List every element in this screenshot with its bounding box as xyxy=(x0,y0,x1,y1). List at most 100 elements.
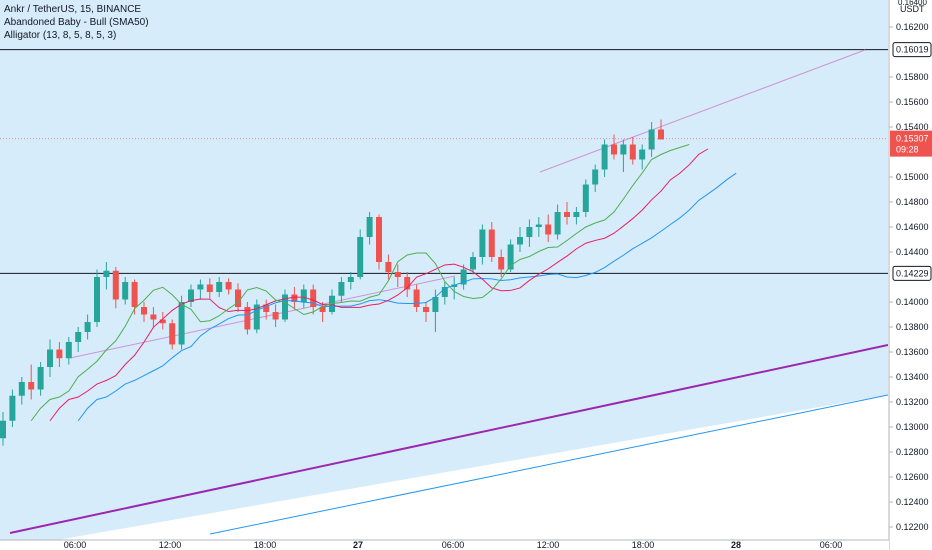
candle-body[interactable] xyxy=(385,262,392,272)
candle-body[interactable] xyxy=(498,257,505,270)
candle-body[interactable] xyxy=(451,284,458,288)
candle-body[interactable] xyxy=(347,277,354,282)
candle-body[interactable] xyxy=(366,217,373,237)
price-tick-label: 0.14400 xyxy=(896,247,929,257)
candle-body[interactable] xyxy=(376,217,382,262)
candle-body[interactable] xyxy=(460,269,467,285)
candle-body[interactable] xyxy=(141,307,147,315)
price-tick-label: 0.12800 xyxy=(896,447,929,457)
candle-body[interactable] xyxy=(263,304,270,313)
trendline-lower[interactable] xyxy=(69,275,456,359)
time-tick-label: 12:00 xyxy=(159,540,182,550)
candle-body[interactable] xyxy=(159,319,166,324)
candle-body[interactable] xyxy=(150,314,157,320)
price-tick-label: 0.12600 xyxy=(896,472,929,482)
candle-body[interactable] xyxy=(65,342,72,359)
candle-body[interactable] xyxy=(310,289,317,308)
hline-upper-label: 0.16019 xyxy=(896,45,929,55)
candle-body[interactable] xyxy=(517,237,523,245)
candle-body[interactable] xyxy=(507,244,514,270)
candle-body[interactable] xyxy=(75,332,82,342)
candle-body[interactable] xyxy=(648,129,655,150)
candle-body[interactable] xyxy=(216,282,223,292)
candle-body[interactable] xyxy=(620,144,627,155)
candle-body[interactable] xyxy=(169,323,176,345)
candle-body[interactable] xyxy=(253,304,260,330)
candle-body[interactable] xyxy=(282,294,288,320)
candle-body[interactable] xyxy=(470,257,476,270)
candle-body[interactable] xyxy=(338,282,345,296)
channel-line-lower[interactable] xyxy=(209,394,888,535)
candle-body[interactable] xyxy=(47,349,53,368)
candle-body[interactable] xyxy=(291,294,298,303)
candle-body[interactable] xyxy=(592,169,599,185)
candle-body[interactable] xyxy=(357,237,364,277)
candle-body[interactable] xyxy=(554,212,561,235)
candle-body[interactable] xyxy=(582,184,589,213)
hline-lower-label: 0.14229 xyxy=(896,268,929,278)
candle-body[interactable] xyxy=(413,289,420,308)
candle-body[interactable] xyxy=(423,307,429,312)
candle-body[interactable] xyxy=(658,129,664,140)
candle-body[interactable] xyxy=(225,282,232,290)
candle-body[interactable] xyxy=(404,277,411,290)
last-price-box xyxy=(890,130,932,157)
candle-body[interactable] xyxy=(9,395,16,421)
candle-body[interactable] xyxy=(441,287,448,297)
study-abandoned-baby[interactable]: Abandoned Baby - Bull (SMA50) xyxy=(4,17,149,28)
candle-body[interactable] xyxy=(629,144,636,160)
candle-body[interactable] xyxy=(28,382,35,390)
candle-body[interactable] xyxy=(206,284,213,293)
channel-line-upper[interactable] xyxy=(9,344,888,534)
price-tick-label: 0.13400 xyxy=(896,372,929,382)
candle-body[interactable] xyxy=(56,349,63,359)
candle-body[interactable] xyxy=(300,289,307,303)
candle-body[interactable] xyxy=(131,282,138,307)
candle-body[interactable] xyxy=(319,307,326,312)
candle-body[interactable] xyxy=(37,367,44,390)
candle-body[interactable] xyxy=(188,289,194,303)
study-alligator[interactable]: Alligator (13, 8, 5, 8, 5, 3) xyxy=(4,30,117,41)
candle-body[interactable] xyxy=(178,302,185,345)
symbol-title[interactable]: Ankr / TetherUS, 15, BINANCE xyxy=(4,4,142,15)
candle-body[interactable] xyxy=(432,297,439,312)
candle-body[interactable] xyxy=(488,229,495,258)
countdown-label: 09:28 xyxy=(896,145,919,155)
candle-body[interactable] xyxy=(479,229,486,258)
price-tick-label: 0.15000 xyxy=(896,172,929,182)
candle-body[interactable] xyxy=(0,420,6,439)
candle-body[interactable] xyxy=(545,224,552,235)
candle-body[interactable] xyxy=(112,270,119,300)
candle-body[interactable] xyxy=(244,307,251,330)
chart-legend: Ankr / TetherUS, 15, BINANCE Abandoned B… xyxy=(4,3,149,42)
candle-body[interactable] xyxy=(535,224,542,228)
candle-body[interactable] xyxy=(639,149,646,160)
plot-area[interactable] xyxy=(0,0,888,550)
trendline-upper[interactable] xyxy=(539,49,866,173)
candle-body[interactable] xyxy=(18,382,25,396)
price-tick-label: 0.16400 xyxy=(898,0,927,7)
price-tick-label: 0.16200 xyxy=(896,22,929,32)
candle-body[interactable] xyxy=(564,212,570,217)
candle-body[interactable] xyxy=(394,272,401,277)
time-tick-label: 06:00 xyxy=(442,540,465,550)
candle-body[interactable] xyxy=(84,322,91,332)
alligator-jaw-line xyxy=(77,172,737,422)
candle-body[interactable] xyxy=(573,212,580,217)
time-axis[interactable]: 06:00 12:00 18:00 27 06:00 12:00 18:00 28 06:00 xyxy=(0,539,889,550)
candle-body[interactable] xyxy=(272,312,279,320)
candle-body[interactable] xyxy=(235,289,241,308)
candle-body[interactable] xyxy=(122,282,129,300)
price-tick-label: 0.12400 xyxy=(896,497,929,507)
candle-body[interactable] xyxy=(526,227,533,237)
price-tick-label: 0.12200 xyxy=(896,522,929,532)
candle-body[interactable] xyxy=(611,144,617,155)
candle-body[interactable] xyxy=(103,270,110,277)
candle-body[interactable] xyxy=(94,277,100,322)
candle-body[interactable] xyxy=(601,144,608,170)
price-tick-label: 0.13000 xyxy=(896,422,929,432)
price-tick-label: 0.14000 xyxy=(896,297,929,307)
candle-body[interactable] xyxy=(197,284,204,290)
